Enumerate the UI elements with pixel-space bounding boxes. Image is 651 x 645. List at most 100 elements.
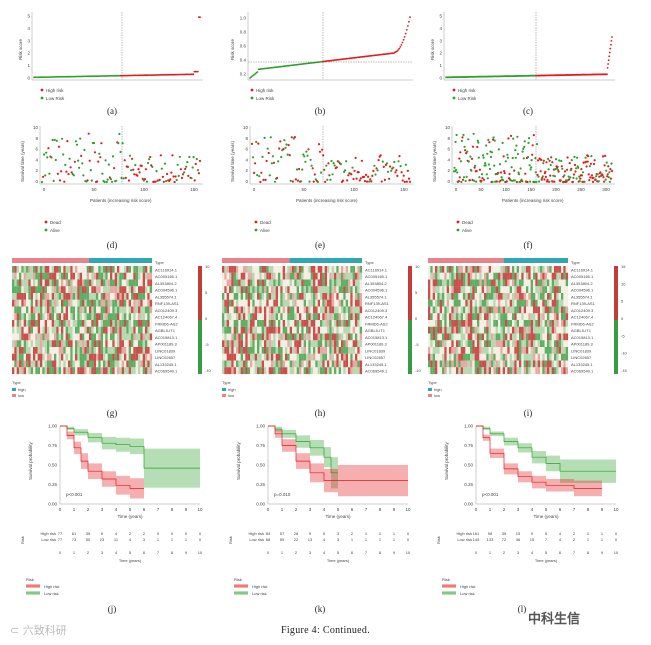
x-tick-label: 150	[400, 187, 408, 192]
y-tick-label: 10	[445, 125, 451, 130]
heatmap-cell	[19, 367, 22, 375]
heatmap-cell	[336, 320, 339, 327]
survival-point	[350, 173, 353, 176]
heatmap-cell	[437, 293, 440, 300]
heatmap-cell	[21, 353, 24, 361]
heatmap-cell	[79, 347, 83, 354]
survival-point	[566, 156, 569, 159]
heatmap-cell	[33, 293, 36, 300]
heatmap-cell	[103, 306, 106, 314]
heatmap-cell	[44, 313, 48, 321]
heatmap-cell	[12, 293, 15, 300]
heatmap-cell	[547, 286, 550, 294]
survival-point	[109, 178, 112, 181]
survival-point	[480, 179, 483, 182]
heatmap-cell	[308, 299, 311, 307]
survival-point	[362, 175, 366, 178]
heatmap-cell	[250, 360, 253, 368]
heatmap-cell	[282, 367, 286, 375]
heatmap-cell	[70, 313, 73, 321]
survival-point	[181, 173, 185, 176]
survival-point	[530, 159, 533, 162]
heatmap-cell	[135, 326, 139, 334]
heatmap-cell	[37, 326, 41, 334]
heatmap-cell	[554, 320, 557, 327]
type-bar-high	[89, 258, 152, 263]
heatmap-cell	[21, 313, 24, 321]
heatmap-cell	[303, 306, 307, 314]
risk-table-high-count: 84	[266, 531, 271, 536]
heatmap-cell	[509, 326, 513, 334]
survival-point	[456, 171, 459, 174]
heatmap-cell	[33, 326, 36, 334]
km-y-tick: 0.00	[256, 502, 265, 507]
heatmap-cell	[301, 279, 304, 287]
heatmap-cell	[294, 286, 297, 294]
survival-point	[565, 180, 568, 183]
risk-table-high-count: 0	[407, 531, 410, 536]
heatmap-cell	[285, 333, 288, 341]
heatmap-cell	[357, 353, 360, 361]
heatmap-cell	[479, 320, 482, 327]
heatmap-cell	[54, 286, 57, 294]
heatmap-cell	[540, 279, 543, 287]
heatmap-cell	[327, 293, 330, 300]
gene-label: AL353804.2	[571, 281, 593, 286]
heatmap-cell	[554, 347, 557, 354]
heatmap-cell	[549, 279, 552, 287]
heatmap-cell	[231, 272, 234, 280]
risk-table-low-count: 4	[323, 537, 326, 542]
heatmap-cell	[268, 313, 272, 321]
heatmap-cell	[530, 279, 534, 287]
survival-point	[344, 169, 347, 172]
km-x-tick: 10	[613, 507, 619, 512]
heatmap-cell	[479, 293, 482, 300]
scale-label: 10	[205, 264, 210, 269]
heatmap-cell	[439, 313, 443, 321]
heatmap-cell	[315, 333, 318, 341]
survival-point	[293, 136, 296, 139]
heatmap-cell	[28, 333, 31, 341]
survival-point	[580, 168, 583, 171]
heatmap-cell	[467, 326, 471, 334]
heatmap-cell	[537, 326, 541, 334]
heatmap-cell	[336, 266, 339, 273]
heatmap-cell	[93, 326, 97, 334]
heatmap-cell	[507, 340, 510, 348]
heatmap-cell	[147, 272, 150, 280]
risk-point	[611, 36, 613, 38]
survival-point	[588, 179, 591, 182]
heatmap-cell	[289, 279, 293, 287]
heatmap-cell	[556, 279, 559, 287]
survival-point	[187, 174, 190, 177]
heatmap-cell	[479, 306, 482, 314]
heatmap-cell	[280, 266, 283, 273]
heatmap-cell	[264, 320, 267, 327]
heatmap-cell	[133, 360, 136, 368]
heatmap-cell	[40, 326, 43, 334]
gene-label: AC069549.1	[571, 369, 594, 374]
survival-point	[330, 159, 333, 163]
heatmap-cell	[558, 326, 562, 334]
gene-label: AC012409.3	[571, 308, 594, 313]
x-tick-label: 150	[527, 187, 535, 192]
heatmap-cell	[432, 367, 436, 375]
heatmap-cell	[329, 340, 332, 348]
heatmap-cell	[236, 286, 239, 294]
survival-point	[563, 174, 566, 177]
heatmap-cell	[93, 340, 97, 348]
survival-point	[527, 137, 531, 140]
risk-score-points-a	[33, 16, 201, 79]
scale-label: -10	[205, 368, 212, 373]
gene-label: RNF139-AS1	[365, 301, 390, 306]
heatmap-cell	[537, 299, 541, 307]
heatmap-cell	[432, 306, 436, 314]
risk-table-low-count: 1	[185, 537, 188, 542]
heatmap-cell	[558, 299, 562, 307]
heatmap-cell	[37, 353, 41, 361]
heatmap-cell	[231, 293, 234, 300]
heatmap-cell	[63, 340, 66, 348]
heatmap-cell	[16, 326, 20, 334]
heatmap-cell	[128, 333, 132, 341]
heatmap-cell	[565, 293, 569, 300]
